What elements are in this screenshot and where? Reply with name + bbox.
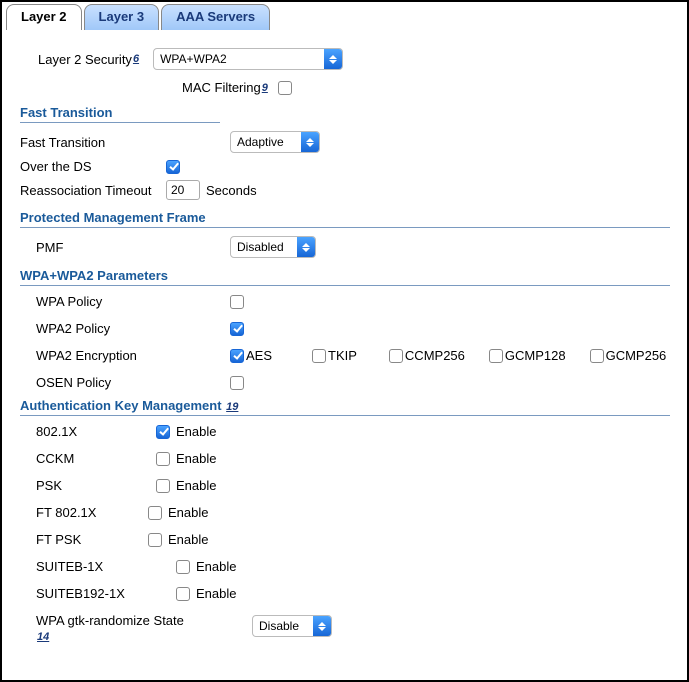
- encryption-gcmp128-checkbox[interactable]: [489, 349, 503, 363]
- encryption-ccmp256-label: CCMP256: [405, 348, 465, 363]
- mac-filtering-label: MAC Filtering: [182, 80, 261, 95]
- pmf-value: Disabled: [237, 240, 297, 254]
- gtk-randomize-select[interactable]: Disable: [252, 615, 332, 637]
- section-wpa-params: WPA+WPA2 Parameters: [20, 268, 669, 283]
- akm-suiteb-1x-label: SUITEB-1X: [36, 559, 176, 574]
- mac-filtering-checkbox[interactable]: [278, 81, 292, 95]
- akm-suiteb-1x-checkbox[interactable]: [176, 560, 190, 574]
- section-fast-transition: Fast Transition: [20, 105, 669, 120]
- gtk-randomize-label: WPA gtk-randomize State: [36, 613, 184, 628]
- akm-ft-psk-enable-label: Enable: [168, 532, 208, 547]
- tab-layer2[interactable]: Layer 2: [6, 4, 82, 30]
- encryption-gcmp128-label: GCMP128: [505, 348, 566, 363]
- dropdown-arrows-icon: [324, 49, 342, 69]
- tab-layer3[interactable]: Layer 3: [84, 4, 160, 30]
- fast-transition-label: Fast Transition: [20, 135, 230, 150]
- dropdown-arrows-icon: [301, 132, 319, 152]
- reassoc-timeout-label: Reassociation Timeout: [20, 183, 166, 198]
- pmf-select[interactable]: Disabled: [230, 236, 316, 258]
- akm-psk-enable-label: Enable: [176, 478, 216, 493]
- akm-cckm-checkbox[interactable]: [156, 452, 170, 466]
- dropdown-arrows-icon: [313, 616, 331, 636]
- encryption-aes-checkbox[interactable]: [230, 349, 244, 363]
- encryption-gcmp256-label: GCMP256: [606, 348, 667, 363]
- layer2-security-value: WPA+WPA2: [160, 52, 324, 66]
- wpa2-policy-label: WPA2 Policy: [36, 321, 230, 336]
- akm-802-1x-enable-label: Enable: [176, 424, 216, 439]
- akm-802-1x-label: 802.1X: [36, 424, 156, 439]
- gtk-randomize-value: Disable: [259, 619, 313, 633]
- encryption-ccmp256-checkbox[interactable]: [389, 349, 403, 363]
- footnote-9[interactable]: 9: [262, 82, 268, 94]
- layer2-panel: Layer 2 Layer 3 AAA Servers Layer 2 Secu…: [0, 0, 689, 682]
- over-the-ds-checkbox[interactable]: [166, 160, 180, 174]
- section-pmf: Protected Management Frame: [20, 210, 669, 225]
- encryption-aes-label: AES: [246, 348, 272, 363]
- pmf-label: PMF: [36, 240, 230, 255]
- divider: [20, 227, 670, 228]
- akm-suiteb192-1x-enable-label: Enable: [196, 586, 236, 601]
- wpa-policy-label: WPA Policy: [36, 294, 230, 309]
- encryption-tkip-checkbox[interactable]: [312, 349, 326, 363]
- over-the-ds-label: Over the DS: [20, 159, 166, 174]
- akm-802-1x-checkbox[interactable]: [156, 425, 170, 439]
- akm-ft-802-1x-enable-label: Enable: [168, 505, 208, 520]
- divider: [20, 415, 670, 416]
- footnote-6[interactable]: 6: [133, 53, 139, 65]
- akm-psk-label: PSK: [36, 478, 156, 493]
- akm-ft-802-1x-checkbox[interactable]: [148, 506, 162, 520]
- footnote-14[interactable]: 14: [37, 631, 49, 643]
- akm-cckm-label: CCKM: [36, 451, 156, 466]
- encryption-gcmp256-checkbox[interactable]: [590, 349, 604, 363]
- divider: [20, 285, 670, 286]
- tab-aaa-servers[interactable]: AAA Servers: [161, 4, 270, 30]
- akm-ft-psk-checkbox[interactable]: [148, 533, 162, 547]
- tab-bar: Layer 2 Layer 3 AAA Servers: [2, 2, 687, 30]
- dropdown-arrows-icon: [297, 237, 315, 257]
- wpa2-encryption-label: WPA2 Encryption: [36, 348, 230, 363]
- akm-ft-psk-label: FT PSK: [36, 532, 148, 547]
- akm-ft-802-1x-label: FT 802.1X: [36, 505, 148, 520]
- reassoc-timeout-unit: Seconds: [206, 183, 257, 198]
- layer2-security-select[interactable]: WPA+WPA2: [153, 48, 343, 70]
- wpa2-policy-checkbox[interactable]: [230, 322, 244, 336]
- akm-suiteb-1x-enable-label: Enable: [196, 559, 236, 574]
- divider: [20, 122, 220, 123]
- fast-transition-select[interactable]: Adaptive: [230, 131, 320, 153]
- footnote-19[interactable]: 19: [226, 401, 238, 413]
- akm-cckm-enable-label: Enable: [176, 451, 216, 466]
- reassoc-timeout-input[interactable]: [166, 180, 200, 200]
- layer2-security-label: Layer 2 Security: [38, 52, 132, 67]
- encryption-tkip-label: TKIP: [328, 348, 357, 363]
- fast-transition-value: Adaptive: [237, 135, 301, 149]
- akm-psk-checkbox[interactable]: [156, 479, 170, 493]
- wpa-policy-checkbox[interactable]: [230, 295, 244, 309]
- osen-policy-label: OSEN Policy: [36, 375, 230, 390]
- section-akm: Authentication Key Management: [20, 398, 222, 413]
- osen-policy-checkbox[interactable]: [230, 376, 244, 390]
- akm-suiteb192-1x-checkbox[interactable]: [176, 587, 190, 601]
- tab-content: Layer 2 Security 6 WPA+WPA2 MAC Filterin…: [2, 30, 687, 659]
- akm-suiteb192-1x-label: SUITEB192-1X: [36, 586, 176, 601]
